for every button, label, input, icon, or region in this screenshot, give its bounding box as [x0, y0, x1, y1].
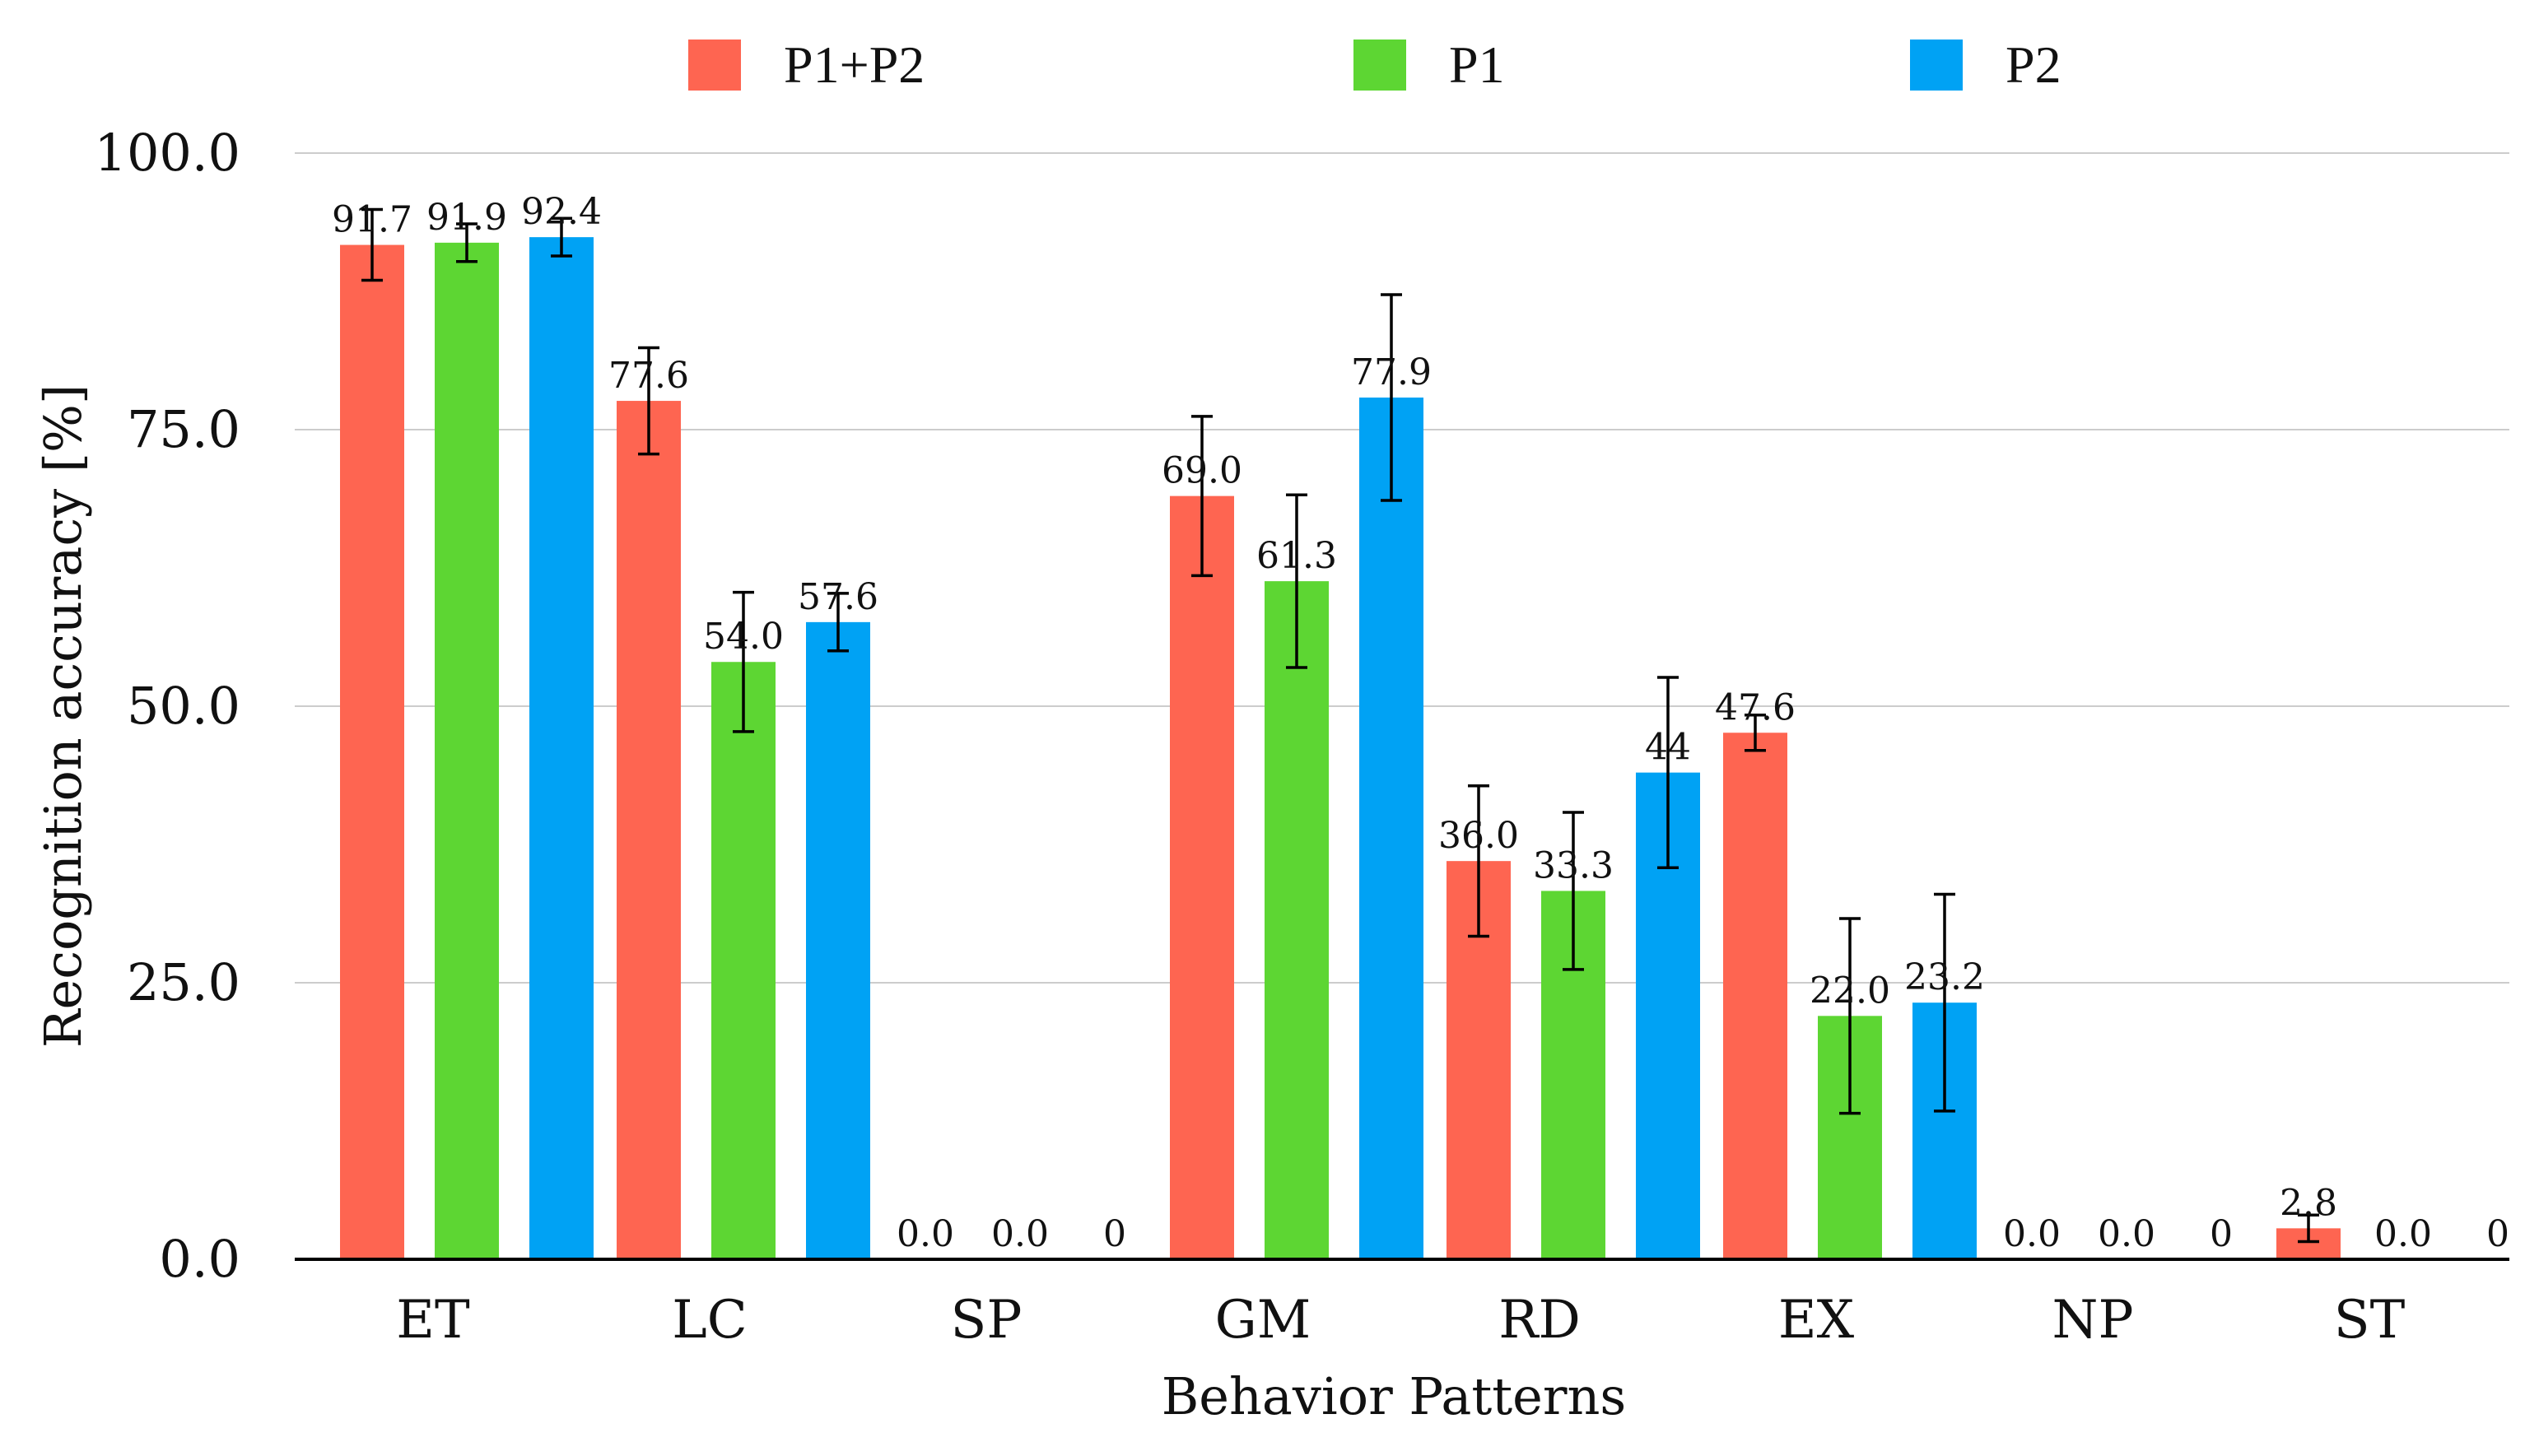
axes: 0.0 25.0 50.0 75.0 100.0 ET LC SP GM RD EX NP ST: [95, 123, 2509, 1351]
data-label: 22.0: [1810, 970, 1890, 1012]
data-label: 69.0: [1162, 450, 1242, 492]
y-tick-label: 100.0: [95, 123, 241, 183]
bar: [711, 662, 776, 1259]
data-label: 54.0: [703, 616, 784, 658]
x-axis-title: Behavior Patterns: [1162, 1366, 1626, 1426]
data-labels: 91.7 77.6 0.0 69.0 36.0 47.6 0.0 2.8 91.9 54.0 0.0…: [332, 191, 2509, 1255]
legend-swatch: [688, 40, 741, 91]
data-label: 61.3: [1256, 535, 1337, 577]
legend: P1+P2 P1 P2: [688, 35, 2061, 94]
data-label: 92.4: [521, 191, 602, 233]
x-tick-label: EX: [1778, 1290, 1855, 1351]
bars: [340, 237, 2341, 1260]
y-tick-label: 75.0: [127, 399, 240, 459]
data-label: 44: [1645, 727, 1691, 769]
error-bars: [361, 207, 2319, 1244]
x-tick-label: LC: [672, 1290, 747, 1351]
x-tick-label: RD: [1498, 1290, 1581, 1351]
bar: [1170, 495, 1234, 1259]
data-label: 91.9: [426, 197, 507, 239]
data-label: 0.0: [2098, 1213, 2155, 1255]
y-tick-label: 25.0: [127, 952, 240, 1012]
data-label: 0: [1103, 1213, 1126, 1255]
data-label: 77.9: [1351, 351, 1432, 393]
y-axis-title: Recognition accuracy [%]: [33, 384, 93, 1048]
data-label: 91.7: [332, 199, 412, 241]
data-label: 2.8: [2280, 1182, 2337, 1224]
bar: [340, 244, 404, 1259]
bar: [1723, 733, 1787, 1259]
y-tick-label: 50.0: [127, 676, 240, 736]
legend-label: P1+P2: [784, 35, 925, 94]
x-tick-label: GM: [1215, 1290, 1311, 1351]
x-tick-label: ST: [2334, 1290, 2406, 1351]
legend-swatch: [1353, 40, 1406, 91]
data-label: 36.0: [1438, 815, 1519, 857]
bar: [806, 621, 870, 1259]
bar: [617, 401, 681, 1259]
data-label: 77.6: [608, 355, 689, 397]
bar: [1265, 581, 1329, 1259]
data-label: 0: [2486, 1213, 2509, 1255]
x-tick-label: NP: [2052, 1290, 2133, 1351]
data-label: 0.0: [2374, 1213, 2432, 1255]
data-label: 57.6: [798, 576, 878, 618]
data-label: 23.2: [1904, 956, 1985, 998]
data-label: 33.3: [1533, 844, 1614, 886]
legend-label: P2: [2006, 35, 2061, 94]
data-label: 0.0: [897, 1213, 954, 1255]
bar: [435, 242, 499, 1259]
legend-swatch: [1910, 40, 1963, 91]
bar: [1359, 398, 1423, 1260]
data-label: 47.6: [1715, 686, 1796, 728]
legend-label: P1: [1449, 35, 1505, 94]
data-label: 0.0: [2003, 1213, 2061, 1255]
data-label: 0: [2210, 1213, 2233, 1255]
x-tick-label: SP: [951, 1290, 1023, 1351]
x-tick-label: ET: [396, 1290, 470, 1351]
y-tick-label: 0.0: [159, 1229, 240, 1289]
data-label: 0.0: [991, 1213, 1049, 1255]
bar: [529, 237, 594, 1259]
